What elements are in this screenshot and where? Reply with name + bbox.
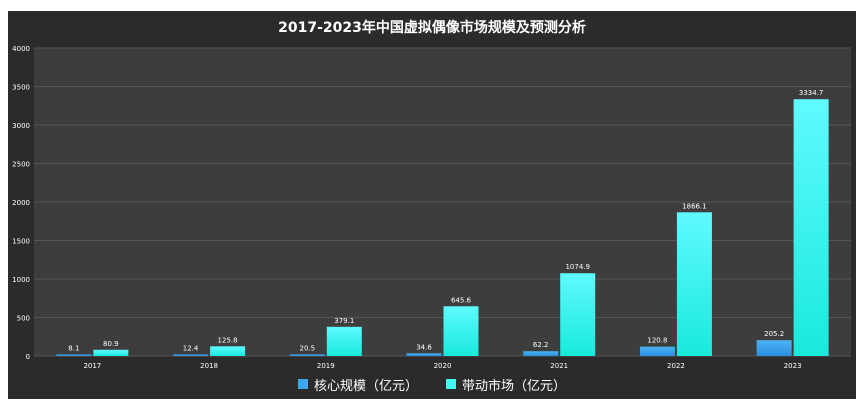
y-tick-label: 0 xyxy=(26,353,30,361)
legend-swatch-market xyxy=(446,379,456,389)
bar-market-2019 xyxy=(326,326,362,356)
data-label-market-2023: 3334.7 xyxy=(799,89,824,97)
x-tick-label: 2017 xyxy=(83,362,101,370)
x-tick-label: 2023 xyxy=(784,362,802,370)
bar-market-2017 xyxy=(93,349,129,356)
data-label-core-2021: 62.2 xyxy=(533,341,549,349)
chart-frame: 0 500 1000 1500 2000 2500 3000 3500 4000 8.1 80.9… xyxy=(8,11,856,399)
data-label-core-2017: 8.1 xyxy=(68,345,79,353)
chart-title: 2017-2023年中国虚拟偶像市场规模及预测分析 xyxy=(278,20,586,36)
y-tick-label: 2500 xyxy=(12,161,30,169)
chart-svg: 0 500 1000 1500 2000 2500 3000 3500 4000 8.1 80.9… xyxy=(12,45,851,370)
bar-core-2018 xyxy=(173,354,209,356)
legend-label-market: 带动市场（亿元） xyxy=(462,378,567,394)
bar-core-2019 xyxy=(289,354,325,356)
bar-core-2021 xyxy=(523,351,559,356)
legend: 核心规模（亿元） 带动市场（亿元） xyxy=(8,373,856,395)
x-tick-label: 2020 xyxy=(434,362,452,370)
data-label-core-2022: 120.8 xyxy=(647,337,667,345)
legend-item-core: 核心规模（亿元） xyxy=(297,375,418,394)
bar-core-2020 xyxy=(406,353,442,356)
bar-market-2022 xyxy=(676,212,712,356)
data-label-core-2018: 12.4 xyxy=(183,345,199,353)
data-label-core-2019: 20.5 xyxy=(299,344,315,352)
x-tick-label: 2018 xyxy=(200,362,218,370)
bar-market-2018 xyxy=(210,346,246,356)
y-tick-label: 2000 xyxy=(12,199,30,207)
data-label-market-2021: 1074.9 xyxy=(565,263,590,271)
data-labels: 8.1 80.9 12.4 125.8 20.5 379.1 34.6 645.6 62.2 10… xyxy=(68,89,823,352)
data-label-market-2020: 645.6 xyxy=(451,296,472,304)
x-tick-label: 2022 xyxy=(667,362,685,370)
y-tick-label: 1500 xyxy=(12,238,30,246)
y-tick-label: 3500 xyxy=(12,84,30,92)
y-tick-label: 500 xyxy=(17,315,30,323)
legend-swatch-core xyxy=(297,379,308,389)
data-label-market-2022: 1866.1 xyxy=(682,202,707,210)
bar-core-2017 xyxy=(56,354,92,356)
y-tick-label: 3000 xyxy=(12,122,30,130)
data-label-core-2020: 34.6 xyxy=(416,343,432,351)
bar-market-2021 xyxy=(560,273,596,356)
legend-item-market: 带动市场（亿元） xyxy=(446,375,566,394)
bar-core-2023 xyxy=(756,340,792,356)
grid-lines xyxy=(34,47,851,357)
data-label-market-2019: 379.1 xyxy=(334,317,354,325)
x-tick-label: 2021 xyxy=(550,362,568,370)
y-axis-ticks: 0 500 1000 1500 2000 2500 3000 3500 4000 xyxy=(12,45,30,361)
bar-market-2020 xyxy=(443,306,479,356)
bar-core-2022 xyxy=(639,346,675,356)
data-label-market-2018: 125.8 xyxy=(218,336,238,344)
bar-market-2023 xyxy=(793,99,829,357)
x-axis-ticks: 2017 2018 2019 2020 2021 2022 2023 xyxy=(83,362,801,370)
data-label-market-2017: 80.9 xyxy=(103,340,119,348)
legend-label-core: 核心规模（亿元） xyxy=(313,378,418,394)
y-tick-label: 4000 xyxy=(12,45,30,53)
bars xyxy=(56,99,829,357)
x-tick-label: 2019 xyxy=(317,362,335,370)
data-label-core-2023: 205.2 xyxy=(764,330,784,338)
y-tick-label: 1000 xyxy=(12,276,30,284)
